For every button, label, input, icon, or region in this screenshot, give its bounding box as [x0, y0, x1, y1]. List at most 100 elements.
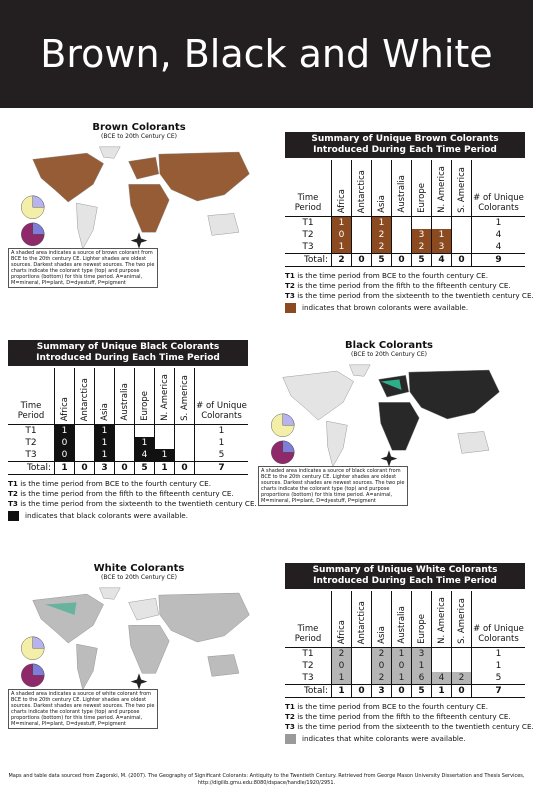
note-text: is the time period from BCE to the fourt… [297, 702, 488, 711]
cell-value: 4 [438, 255, 445, 265]
world-map [271, 364, 500, 468]
table-cell: 0 [74, 461, 95, 475]
table-cell: 3 [94, 461, 115, 475]
cell-value: 1 [101, 426, 108, 436]
table-cell [451, 647, 472, 660]
table-cell: 1 [94, 437, 115, 449]
column-header: # of Unique Colorants [471, 160, 525, 217]
continent [158, 592, 250, 643]
cell-value: 2 [458, 673, 465, 683]
note-line: T3 is the time period from the sixteenth… [285, 722, 533, 732]
table-cell: 0 [351, 684, 372, 698]
cell-value: 1 [161, 463, 168, 473]
continent [457, 431, 490, 454]
column-header: N. America [154, 368, 175, 425]
table-cell [351, 647, 372, 660]
column-header: Asia [371, 591, 392, 648]
cell-value: 0 [398, 255, 405, 265]
column-label: Antarctica [356, 600, 367, 644]
note-term: T1 [285, 702, 295, 711]
table-cell [451, 229, 472, 241]
data-row: T1 1 1 1 [285, 216, 525, 229]
column-label: Asia [99, 403, 110, 421]
map-caption: A shaded area indicates a source of blac… [258, 466, 408, 506]
continent [326, 420, 348, 468]
cell-value: 1 [338, 673, 345, 683]
table-cell: 7 [194, 461, 248, 475]
cell-value: T2 [302, 661, 314, 671]
table-cell: T3 [8, 449, 55, 462]
cell-value: 0 [378, 661, 385, 671]
table-cell: 1 [431, 229, 452, 241]
table-cell [431, 216, 452, 229]
total-row: Total: 1 0 3 0 5 1 0 7 [285, 684, 525, 698]
summary-table: Time Period Africa Antarctica Asia Australia… [285, 160, 525, 267]
pie-wedge [32, 636, 45, 649]
column-label: Europe [416, 183, 427, 213]
cell-value: T1 [302, 218, 314, 228]
table-cell: T2 [285, 229, 332, 241]
cell-value: 0 [358, 255, 365, 265]
table-cell: 0 [351, 253, 372, 267]
table-cell: 3 [411, 229, 432, 241]
column-header: Australia [391, 160, 412, 217]
table-cell: T3 [285, 672, 332, 685]
cell-value: 1 [218, 438, 225, 448]
map-panel: Brown Colorants (BCE to 20th Century CE) A… [8, 122, 270, 288]
table-cell: 2 [371, 647, 392, 660]
total-row: Total: 1 0 3 0 5 1 0 7 [8, 461, 248, 475]
cell-value: 1 [495, 661, 502, 671]
column-label: S. America [179, 375, 190, 421]
cell-value: 4 [438, 673, 445, 683]
column-label: Time Period [294, 193, 322, 213]
table-cell: Total: [285, 253, 332, 267]
legend-text: indicates that brown colorants were avai… [302, 303, 469, 312]
note-term: T3 [285, 722, 295, 731]
cell-value: 1 [61, 426, 68, 436]
cell-value: 1 [378, 218, 385, 228]
cell-value: 1 [61, 463, 68, 473]
column-header: Europe [134, 368, 155, 425]
column-header: Europe [411, 591, 432, 648]
continent [158, 151, 250, 202]
note-text: is the time period from the sixteenth to… [20, 499, 257, 508]
column-header: Africa [331, 160, 352, 217]
table-cell: 0 [331, 660, 352, 672]
column-label: Antarctica [79, 377, 90, 421]
map-title: Brown Colorants [92, 122, 186, 133]
table-cell: 9 [471, 253, 525, 267]
column-label: Africa [336, 619, 347, 644]
cell-value: 4 [141, 450, 148, 460]
note-text: is the time period from the sixteenth to… [297, 291, 533, 300]
table-cell: 0 [391, 660, 412, 672]
table-cell: 1 [431, 684, 452, 698]
cell-value: 0 [81, 463, 88, 473]
cell-value: 1 [438, 230, 445, 240]
table-cell: 6 [411, 672, 432, 685]
cell-value: 3 [418, 649, 425, 659]
continent [349, 364, 371, 377]
column-label: Australia [119, 383, 130, 421]
table-title-line: Summary of Unique White Colorants [312, 565, 498, 575]
table-cell: 1 [94, 449, 115, 462]
continent [378, 402, 420, 451]
column-header: Africa [331, 591, 352, 648]
table-cell: 0 [54, 437, 75, 449]
table-title: Summary of Unique White Colorants Introdu… [285, 563, 525, 589]
table-cell: T1 [285, 648, 332, 661]
column-label: N. America [436, 166, 447, 213]
cell-value: 2 [338, 649, 345, 659]
cell-value: 6 [418, 673, 425, 683]
cell-value: 3 [438, 242, 445, 252]
legend-swatch [285, 303, 296, 313]
pie-wedge [32, 195, 45, 208]
cell-value: 4 [495, 230, 502, 240]
continent [128, 598, 160, 621]
column-label: Australia [396, 606, 407, 644]
table-cell: 2 [371, 672, 392, 685]
column-label: # of Unique Colorants [473, 624, 524, 644]
continent [76, 202, 98, 250]
column-header: Antarctica [351, 160, 372, 217]
cell-value: T1 [25, 426, 37, 436]
column-label: S. America [456, 167, 467, 213]
